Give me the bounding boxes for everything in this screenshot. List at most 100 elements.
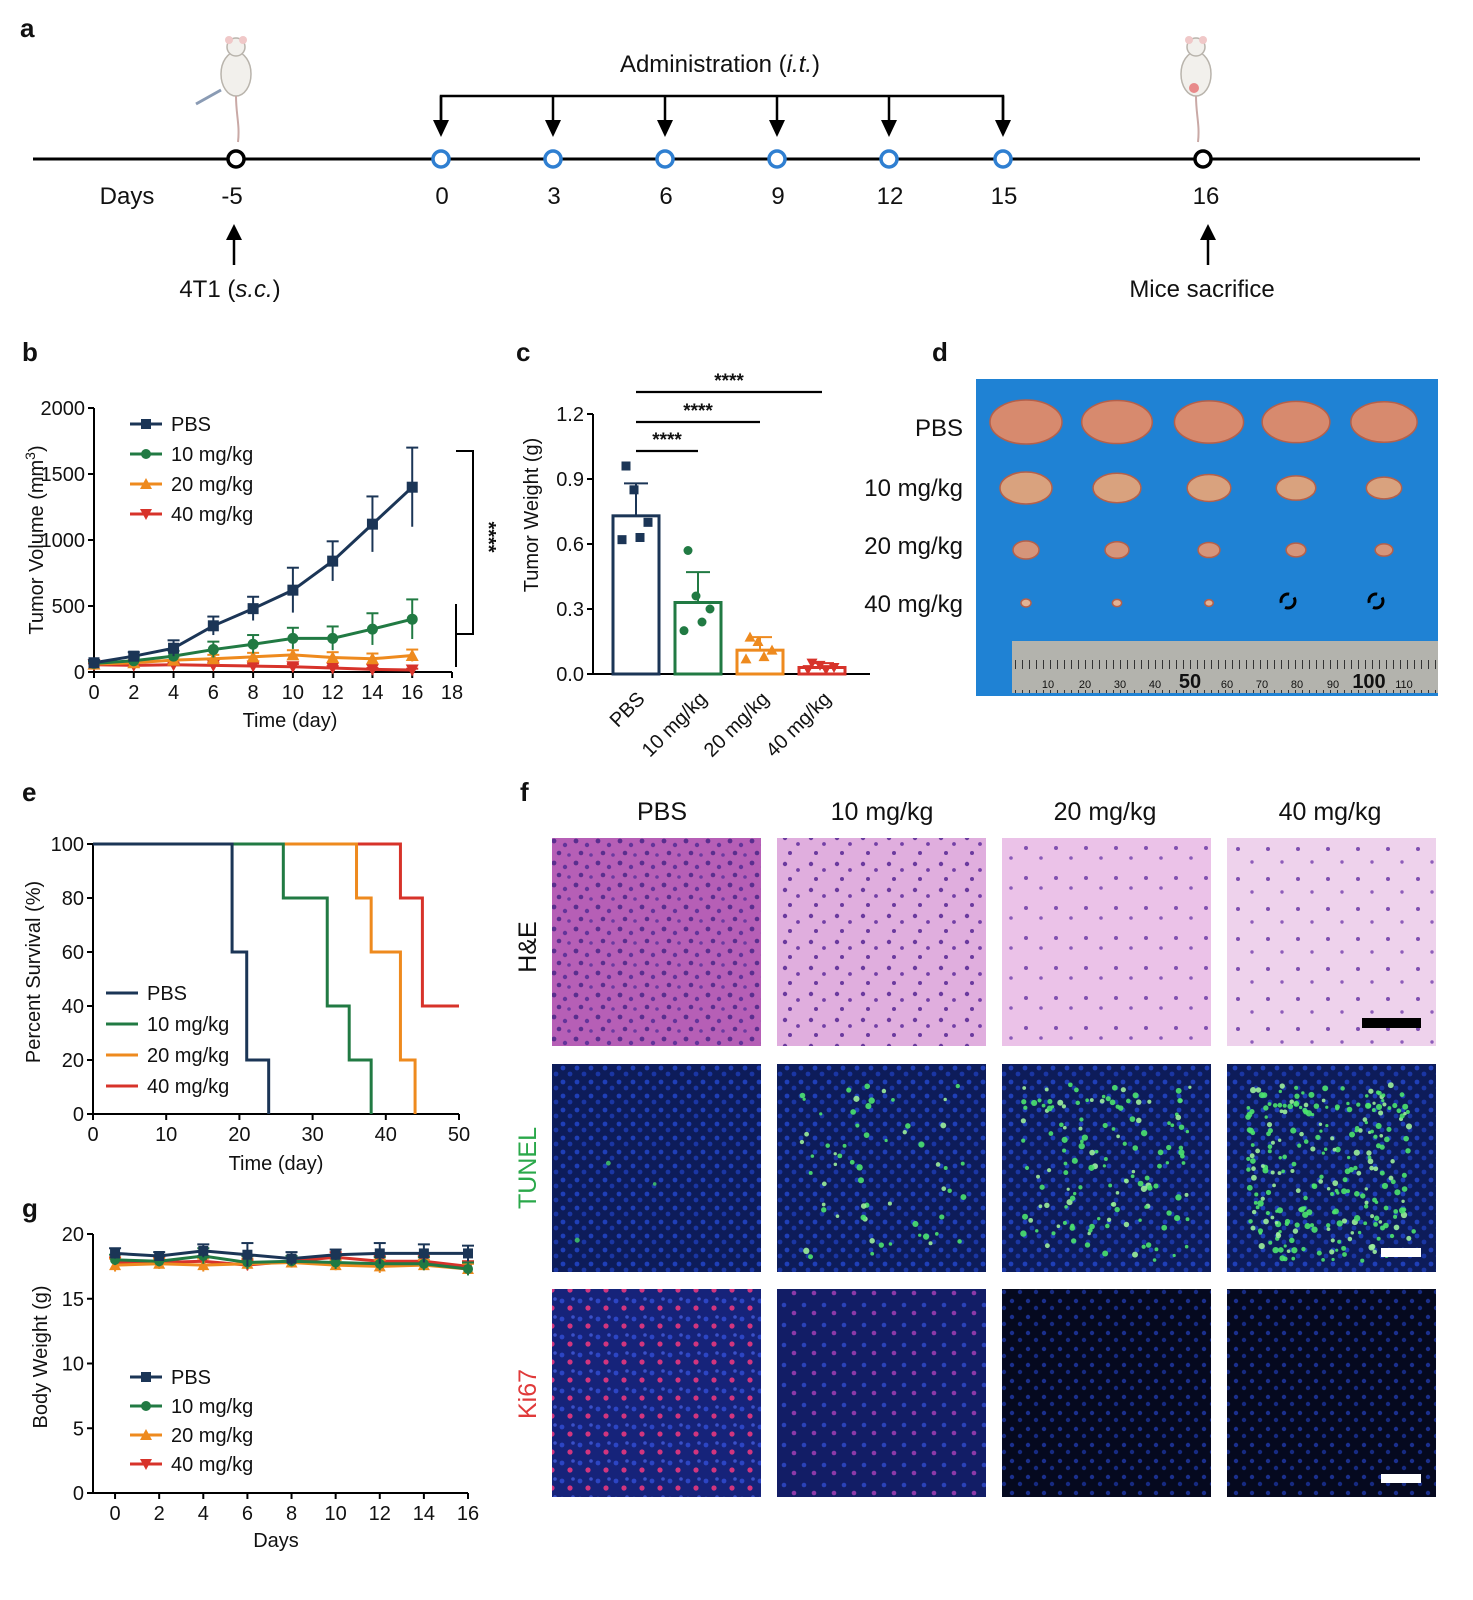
absent-tumor-marker (1279, 592, 1297, 610)
x-tick-label: 10 (155, 1124, 177, 1146)
data-point (617, 535, 627, 545)
data-point (327, 555, 339, 567)
y-axis-label: Tumor Weight (g) (521, 438, 543, 592)
survival-chart: 0 10 20 30 40 50 0 20 40 60 80 100 Time (day) Percent… (23, 834, 470, 1175)
data-point (406, 613, 418, 625)
legend-marker (141, 1401, 151, 1411)
tumor (1111, 598, 1123, 608)
x-tick-label: 40 (375, 1124, 397, 1146)
tumor (1012, 540, 1040, 560)
x-tick-label: 4 (168, 682, 179, 704)
photo-row-label: 10 mg/kg (864, 475, 963, 502)
tumor (1275, 475, 1317, 501)
legend-label: 10 mg/kg (171, 444, 253, 466)
tunel-positive-cells (1020, 1082, 1192, 1262)
mouse-injection-icon (195, 36, 252, 143)
x-tick-label: 20 (228, 1124, 250, 1146)
data-point (128, 650, 140, 662)
photo-row-label: 40 mg/kg (864, 591, 963, 618)
y-tick-label: 1000 (41, 530, 86, 552)
y-tick-label: 500 (52, 596, 85, 618)
data-point (207, 620, 219, 632)
series-pbs (88, 446, 419, 669)
tumor (1186, 473, 1232, 503)
ruler-label: 20 (1079, 679, 1091, 691)
data-point (287, 584, 299, 596)
data-point (406, 481, 418, 493)
bar-group (797, 658, 847, 676)
experiment-timeline: Administration (i.t.) 0 3 6 9 12 15 Days -5 1… (33, 36, 1420, 303)
data-point (246, 660, 260, 673)
data-point (88, 657, 100, 669)
day-label: 9 (771, 183, 784, 210)
y-axis-label: Percent Survival (%) (23, 881, 45, 1063)
y-tick-label: 100 (51, 834, 84, 856)
x-tick-label: 20 mg/kg (700, 688, 774, 762)
y-tick-label: 0 (73, 1104, 84, 1126)
tunel-positive-cells (1245, 1082, 1416, 1263)
day-label: 0 (435, 183, 448, 210)
x-tick-label: 6 (242, 1503, 253, 1525)
legend-label: 20 mg/kg (147, 1045, 229, 1067)
y-tick-label: 5 (73, 1418, 84, 1440)
micrograph (777, 1289, 986, 1497)
ruler-label: 60 (1221, 679, 1233, 691)
data-point (679, 626, 689, 636)
x-tick-label: 2 (154, 1503, 165, 1525)
legend-marker (140, 1429, 152, 1440)
histology-column-label: 10 mg/kg (831, 798, 934, 826)
panel-label-g: g (22, 1193, 38, 1223)
data-point (206, 652, 220, 665)
data-point (168, 642, 180, 654)
day-label: 12 (877, 183, 904, 210)
x-tick-label: 0 (88, 682, 99, 704)
x-tick-label: 0 (109, 1503, 120, 1525)
panel-label-f: f (520, 777, 529, 807)
administration-arrow (881, 120, 897, 137)
micrograph (1002, 838, 1211, 1046)
x-tick-label: 50 (448, 1124, 470, 1146)
administration-arrow (657, 120, 673, 137)
tumor (1020, 598, 1032, 608)
data-point (374, 1248, 385, 1259)
ruler-label: 40 (1149, 679, 1161, 691)
day-label: 15 (991, 183, 1018, 210)
micrograph (1227, 838, 1436, 1046)
histology-row-label: H&E (514, 921, 542, 972)
micrograph (1227, 1289, 1436, 1497)
administration-bracket (439, 94, 1005, 121)
panel-label-a: a (20, 13, 35, 43)
data-point (326, 650, 340, 663)
legend-marker (141, 1372, 151, 1382)
data-point (366, 623, 378, 635)
tumor (1285, 542, 1307, 558)
y-tick-label: 10 (62, 1354, 84, 1376)
x-tick-label: 18 (441, 682, 463, 704)
micrograph (552, 1064, 761, 1272)
data-point (207, 644, 219, 656)
body-weight-chart: 0 2 4 6 8 10 12 14 16 0 5 10 15 20 Days Body Weight (g)… (30, 1224, 479, 1552)
administration-day-marker (431, 149, 451, 169)
histology-grid: PBS 10 mg/kg 20 mg/kg 40 mg/kg H&E TUNEL Ki67 (514, 798, 1436, 1497)
data-point (247, 603, 259, 615)
legend-label: PBS (171, 1367, 211, 1389)
bar-group (611, 461, 661, 676)
data-point (752, 636, 764, 646)
y-axis-label: Tumor Volume (mm3) (22, 445, 48, 634)
histology-row-label: Ki67 (514, 1369, 542, 1419)
x-tick-label: 8 (286, 1503, 297, 1525)
ruler (1012, 641, 1438, 693)
data-point (802, 665, 814, 676)
data-point (820, 665, 832, 676)
panel-label-c: c (516, 337, 530, 367)
tumor-volume-chart: 0 2 4 6 8 10 12 14 16 18 0 500 1000 1500 2000 Time (day… (22, 398, 499, 732)
histology-column-label: 20 mg/kg (1054, 798, 1157, 826)
tumor (1261, 400, 1331, 444)
data-point (418, 1248, 429, 1259)
data-point (287, 632, 299, 644)
panel-label-e: e (22, 777, 36, 807)
bar-group (673, 546, 723, 676)
administration-day-marker (767, 149, 787, 169)
legend-label: PBS (147, 983, 187, 1005)
legend-marker (140, 1459, 152, 1470)
